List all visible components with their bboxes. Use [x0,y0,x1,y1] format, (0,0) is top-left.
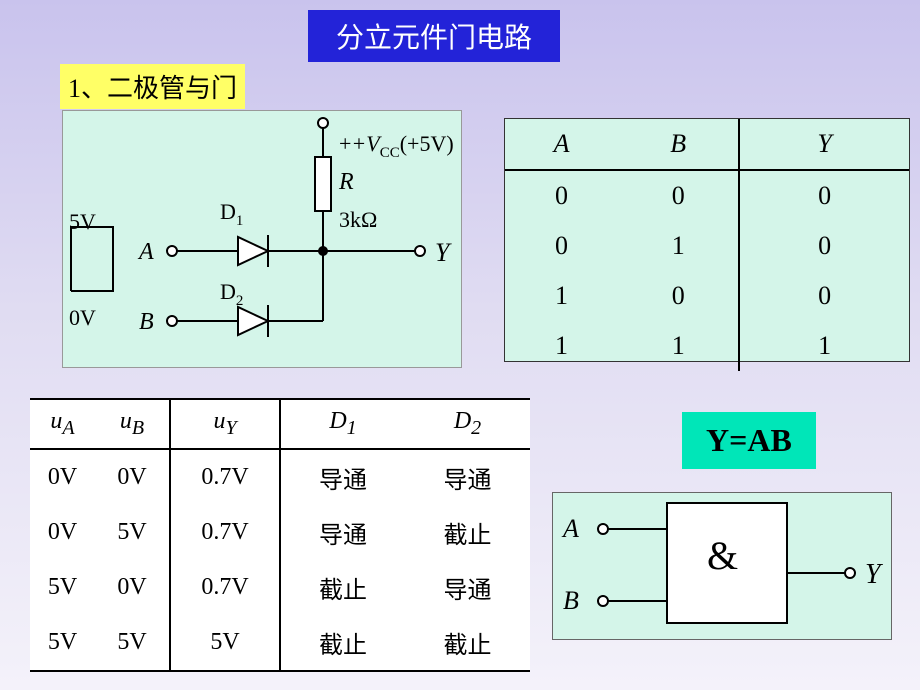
d1-sub: 1 [236,213,244,229]
svg-text:D2: D2 [220,279,243,309]
vcc-paren: (+5V) [400,131,454,156]
vcc-sub: CC [380,145,400,161]
th-b: B [618,119,739,170]
gate-symbol: & [707,533,738,578]
svg-text:3kΩ: 3kΩ [339,207,377,232]
svg-text:D1: D1 [220,199,243,229]
section-heading: 1、二极管与门 [60,64,245,109]
gate-b: B [563,586,579,615]
pulse-high: 5V [69,209,96,234]
slide-title: 分立元件门电路 [308,10,560,62]
r-unit: Ω [361,207,377,232]
d2-label: D [220,279,236,304]
d1-label: D [220,199,236,224]
a-label: A [137,239,154,265]
d2-sub: 2 [236,293,244,309]
vcc-v: +V [351,131,382,156]
y-label: Y [435,238,452,267]
r-value: 3k [339,207,361,232]
circuit-diagram: ++VCC(+5V) R 3kΩ D1 D2 A B Y 5V 0V [62,110,462,368]
gate-a: A [561,514,579,543]
and-gate-symbol: A B Y & [552,492,892,640]
output-equation: Y=AB [682,412,816,469]
th-y: Y [739,119,909,170]
truth-table: A B Y 000 010 100 111 [504,118,910,362]
svg-text:++VCC(+5V): ++VCC(+5V) [339,131,454,161]
th-a: A [505,119,618,170]
b-label: B [139,309,154,335]
gate-y: Y [865,559,884,590]
pulse-low: 0V [69,305,96,330]
state-table: uA uB uY D1 D2 0V0V0.7V导通导通 0V5V0.7V导通截止… [30,398,530,672]
r-label: R [338,169,354,195]
